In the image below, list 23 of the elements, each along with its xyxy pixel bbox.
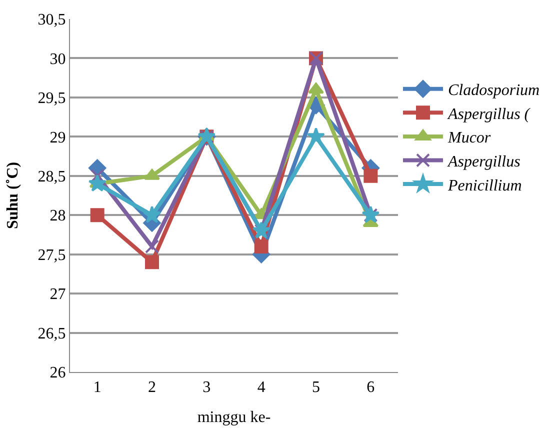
x-axis-title: minggu ke- <box>197 408 271 426</box>
y-tick-label: 26,5 <box>38 325 66 342</box>
x-tick-label: 3 <box>202 379 211 396</box>
x-tick-label: 6 <box>366 379 375 396</box>
y-tick-label: 29 <box>50 129 66 146</box>
y-tick-label: 27,5 <box>38 246 66 264</box>
y-tick-label: 27 <box>50 286 66 304</box>
legend-label: Aspergillus <box>447 153 520 170</box>
legend-label: Cladosporium <box>448 82 540 100</box>
y-axis-title: Suhu (˚C) <box>4 162 22 230</box>
y-tick-label: 29,5 <box>38 90 66 108</box>
x-tick-label: 2 <box>148 379 156 396</box>
y-tick-label: 28,5 <box>38 168 66 186</box>
y-tick-label: 30,5 <box>38 12 66 29</box>
y-tick-label: 30 <box>50 50 66 68</box>
y-tick-label: 28 <box>50 208 66 225</box>
legend-label: Mucor <box>447 130 492 147</box>
y-tick-label: 26 <box>50 364 66 382</box>
legend-label: Aspergillus ( <box>447 106 532 123</box>
x-tick-label: 1 <box>93 379 102 396</box>
x-tick-label: 5 <box>312 379 320 396</box>
legend-label: Penicillium <box>447 177 522 194</box>
x-tick-label: 4 <box>257 379 266 396</box>
